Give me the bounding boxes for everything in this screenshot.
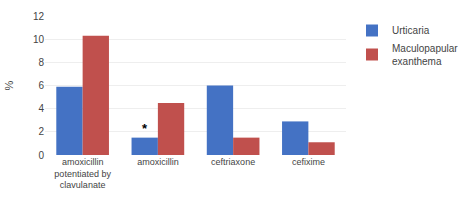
svg-text:cefixime: cefixime [292,157,325,167]
svg-text:10: 10 [33,34,45,45]
svg-text:12: 12 [33,11,45,22]
svg-text:0: 0 [38,150,44,161]
svg-text:4: 4 [38,103,44,114]
svg-text:6: 6 [38,80,44,91]
svg-text:Urticaria: Urticaria [392,25,430,36]
svg-text:Maculopapularexanthema: Maculopapularexanthema [392,43,458,67]
svg-text:8: 8 [38,57,44,68]
svg-text:2: 2 [38,126,44,137]
svg-text:ceftriaxone: ceftriaxone [211,157,255,167]
svg-text:%: % [3,80,15,90]
svg-text:*: * [142,121,148,136]
svg-text:amoxicillinpotentiated byclavu: amoxicillinpotentiated byclavulanate [54,157,111,190]
svg-text:amoxicillin: amoxicillin [137,157,179,167]
